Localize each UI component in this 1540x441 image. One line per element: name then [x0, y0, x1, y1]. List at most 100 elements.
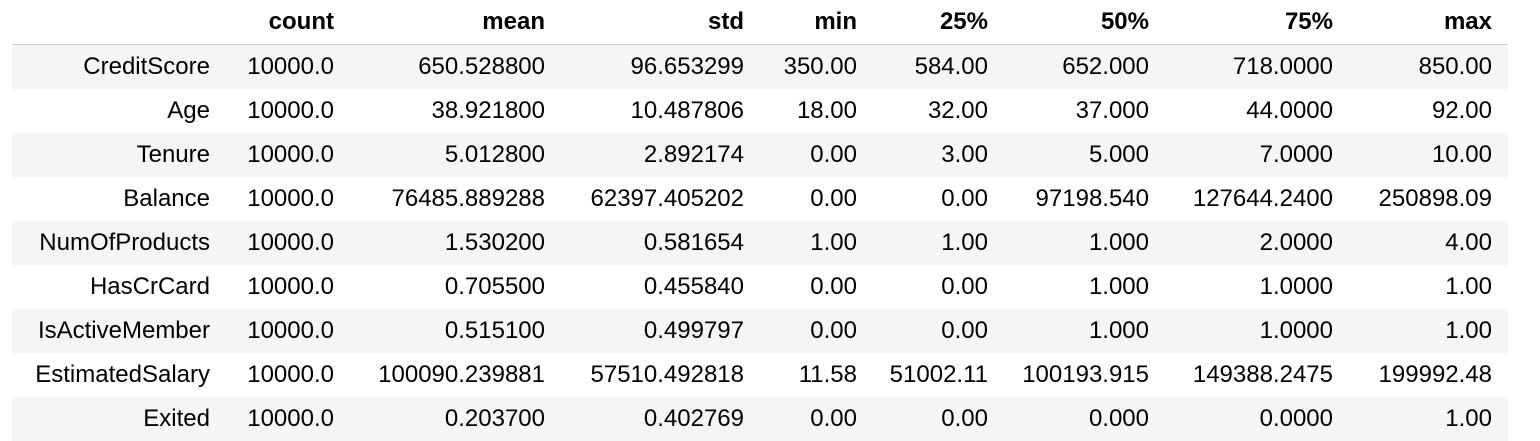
- table-cell: 1.00: [1349, 397, 1508, 441]
- table-cell: 199992.48: [1349, 353, 1508, 397]
- table-cell: 1.00: [1349, 265, 1508, 309]
- table-cell: 1.000: [1004, 265, 1165, 309]
- table-cell: 5.000: [1004, 133, 1165, 177]
- table-cell: 0.00: [760, 397, 873, 441]
- table-cell: 250898.09: [1349, 177, 1508, 221]
- table-cell: 10000.0: [226, 89, 350, 133]
- table-cell: 718.0000: [1165, 45, 1349, 90]
- column-header-75pct: 75%: [1165, 0, 1349, 45]
- table-cell: 10.00: [1349, 133, 1508, 177]
- table-cell: 11.58: [760, 353, 873, 397]
- row-label: Exited: [12, 397, 226, 441]
- table-cell: 51002.11: [873, 353, 1004, 397]
- column-header-count: count: [226, 0, 350, 45]
- row-label: Tenure: [12, 133, 226, 177]
- table-cell: 0.00: [760, 309, 873, 353]
- table-cell: 1.000: [1004, 309, 1165, 353]
- table-cell: 10000.0: [226, 221, 350, 265]
- table-cell: 10000.0: [226, 397, 350, 441]
- table-cell: 0.00: [760, 177, 873, 221]
- table-cell: 1.0000: [1165, 309, 1349, 353]
- row-label: Balance: [12, 177, 226, 221]
- table-cell: 92.00: [1349, 89, 1508, 133]
- table-cell: 149388.2475: [1165, 353, 1349, 397]
- table-cell: 10000.0: [226, 309, 350, 353]
- table-cell: 10000.0: [226, 133, 350, 177]
- describe-table-container: count mean std min 25% 50% 75% max Credi…: [12, 0, 1508, 441]
- table-cell: 0.499797: [561, 309, 760, 353]
- table-cell: 100090.239881: [350, 353, 561, 397]
- table-cell: 62397.405202: [561, 177, 760, 221]
- table-cell: 18.00: [760, 89, 873, 133]
- table-cell: 97198.540: [1004, 177, 1165, 221]
- table-cell: 96.653299: [561, 45, 760, 90]
- table-cell: 1.00: [1349, 309, 1508, 353]
- row-label: EstimatedSalary: [12, 353, 226, 397]
- table-cell: 0.00: [760, 265, 873, 309]
- table-cell: 7.0000: [1165, 133, 1349, 177]
- column-header-50pct: 50%: [1004, 0, 1165, 45]
- table-cell: 10.487806: [561, 89, 760, 133]
- table-cell: 0.00: [760, 133, 873, 177]
- table-cell: 37.000: [1004, 89, 1165, 133]
- table-cell: 127644.2400: [1165, 177, 1349, 221]
- table-cell: 100193.915: [1004, 353, 1165, 397]
- row-label: CreditScore: [12, 45, 226, 90]
- column-header-max: max: [1349, 0, 1508, 45]
- describe-table: count mean std min 25% 50% 75% max Credi…: [12, 0, 1508, 441]
- row-label: IsActiveMember: [12, 309, 226, 353]
- table-cell: 1.0000: [1165, 265, 1349, 309]
- table-cell: 650.528800: [350, 45, 561, 90]
- column-header-std: std: [561, 0, 760, 45]
- row-label: Age: [12, 89, 226, 133]
- row-label: HasCrCard: [12, 265, 226, 309]
- header-row: count mean std min 25% 50% 75% max: [12, 0, 1508, 45]
- table-cell: 584.00: [873, 45, 1004, 90]
- table-cell: 76485.889288: [350, 177, 561, 221]
- table-cell: 652.000: [1004, 45, 1165, 90]
- table-cell: 1.530200: [350, 221, 561, 265]
- table-cell: 1.00: [873, 221, 1004, 265]
- table-cell: 0.00: [873, 309, 1004, 353]
- table-cell: 57510.492818: [561, 353, 760, 397]
- table-cell: 0.705500: [350, 265, 561, 309]
- table-cell: 0.0000: [1165, 397, 1349, 441]
- table-cell: 850.00: [1349, 45, 1508, 90]
- table-cell: 0.203700: [350, 397, 561, 441]
- table-cell: 0.581654: [561, 221, 760, 265]
- table-cell: 10000.0: [226, 45, 350, 90]
- column-header-mean: mean: [350, 0, 561, 45]
- table-cell: 0.00: [873, 397, 1004, 441]
- table-cell: 10000.0: [226, 265, 350, 309]
- table-header: count mean std min 25% 50% 75% max: [12, 0, 1508, 45]
- table-cell: 1.000: [1004, 221, 1165, 265]
- table-cell: 4.00: [1349, 221, 1508, 265]
- table-cell: 0.455840: [561, 265, 760, 309]
- column-header-index: [12, 0, 226, 45]
- column-header-25pct: 25%: [873, 0, 1004, 45]
- table-cell: 5.012800: [350, 133, 561, 177]
- table-cell: 44.0000: [1165, 89, 1349, 133]
- table-cell: 350.00: [760, 45, 873, 90]
- table-cell: 1.00: [760, 221, 873, 265]
- table-cell: 0.00: [873, 265, 1004, 309]
- table-cell: 38.921800: [350, 89, 561, 133]
- table-cell: 0.515100: [350, 309, 561, 353]
- table-cell: 2.0000: [1165, 221, 1349, 265]
- table-cell: 2.892174: [561, 133, 760, 177]
- table-cell: 0.402769: [561, 397, 760, 441]
- table-cell: 32.00: [873, 89, 1004, 133]
- column-header-min: min: [760, 0, 873, 45]
- table-cell: 10000.0: [226, 353, 350, 397]
- table-cell: 0.000: [1004, 397, 1165, 441]
